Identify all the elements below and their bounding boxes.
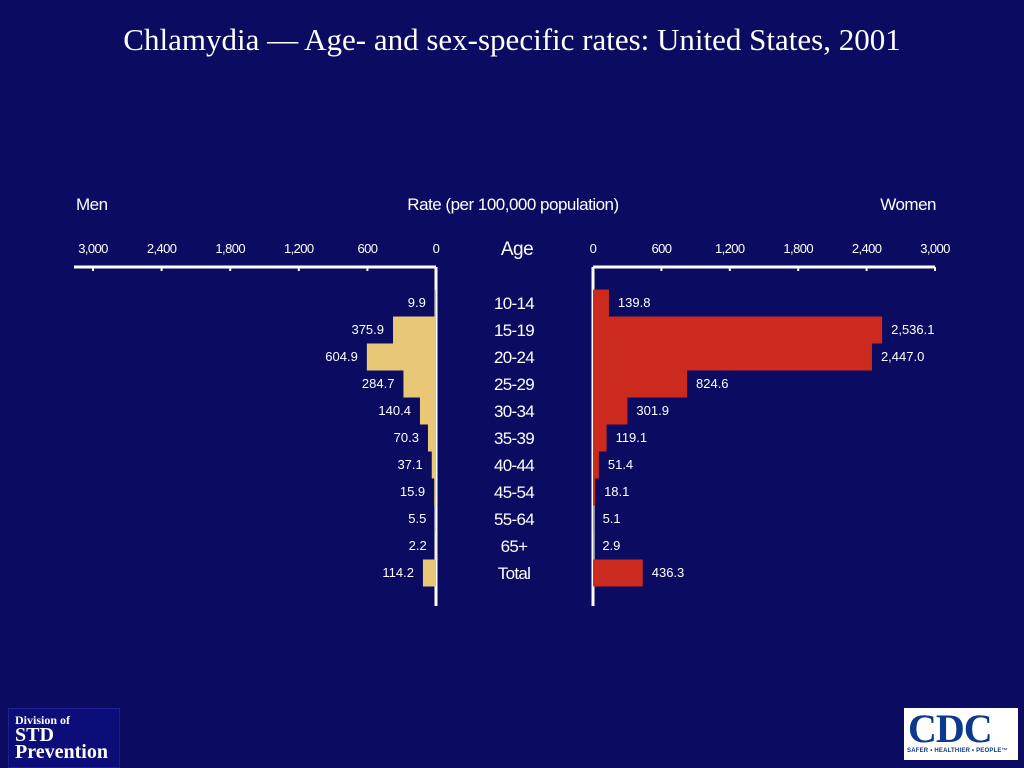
men-value-label: 114.2 (382, 565, 414, 580)
men-bar (403, 370, 436, 398)
age-header: Age (501, 239, 533, 260)
men-bar (393, 316, 436, 344)
right-tick-label: 3,000 (920, 241, 950, 256)
women-value-label: 824.6 (696, 376, 729, 391)
men-value-label: 140.4 (378, 403, 411, 418)
age-category-label: 15-19 (494, 321, 534, 340)
age-category-label: 10-14 (494, 294, 534, 313)
women-bar (593, 451, 599, 479)
women-bar (593, 478, 596, 506)
age-category-label: Total (498, 564, 530, 583)
std-logo-line1: Division of (15, 713, 71, 727)
women-bar (593, 316, 883, 344)
left-tick-label: 600 (357, 241, 377, 256)
women-bar (593, 505, 594, 533)
men-value-label: 15.9 (400, 484, 425, 499)
cdc-logo-tagline: SAFER • HEALTHIER • PEOPLE™ (907, 748, 1008, 754)
men-bar (431, 451, 436, 479)
men-value-label: 37.1 (397, 457, 422, 472)
women-value-label: 301.9 (636, 403, 669, 418)
right-tick-label: 0 (590, 241, 597, 256)
men-value-label: 284.7 (362, 376, 395, 391)
chart-title: Rate (per 100,000 population) (407, 195, 618, 214)
left-tick-label: 2,400 (147, 241, 177, 256)
right-tick-label: 600 (651, 241, 671, 256)
men-bar (434, 478, 436, 506)
right-tick-label: 1,200 (715, 241, 745, 256)
women-label: Women (880, 195, 936, 214)
left-tick-label: 1,800 (215, 241, 245, 256)
age-category-label: 20-24 (494, 348, 534, 367)
women-value-label: 436.3 (652, 565, 685, 580)
left-tick-label: 3,000 (78, 241, 108, 256)
men-value-label: 604.9 (325, 349, 358, 364)
women-value-label: 119.1 (616, 430, 648, 445)
cdc-logo-mark: CDC (908, 708, 993, 751)
std-prevention-logo: Division of STD Prevention (8, 708, 120, 768)
women-value-label: 5.1 (603, 511, 621, 526)
women-bar (593, 343, 872, 371)
men-value-label: 2.2 (409, 538, 427, 553)
left-tick-label: 0 (433, 241, 440, 256)
std-logo-line2: STD (15, 724, 54, 746)
right-tick-label: 1,800 (783, 241, 813, 256)
men-value-label: 70.3 (394, 430, 419, 445)
women-bar (593, 559, 643, 587)
women-bar (593, 397, 628, 425)
men-bar (435, 505, 436, 533)
men-value-label: 375.9 (351, 322, 384, 337)
women-value-label: 2,447.0 (881, 349, 924, 364)
women-value-label: 2,536.1 (891, 322, 934, 337)
men-bar (435, 532, 437, 560)
age-category-label: 40-44 (494, 456, 534, 475)
women-value-label: 51.4 (608, 457, 633, 472)
age-category-label: 25-29 (494, 375, 534, 394)
women-value-label: 18.1 (604, 484, 629, 499)
men-bar (366, 343, 436, 371)
men-value-label: 5.5 (408, 511, 426, 526)
left-tick-label: 1,200 (284, 241, 314, 256)
men-bar (434, 289, 436, 317)
women-bar (593, 370, 688, 398)
right-tick-label: 2,400 (852, 241, 882, 256)
cdc-logo: CDC SAFER • HEALTHIER • PEOPLE™ (904, 708, 1018, 760)
men-bar (422, 559, 436, 587)
men-bar (419, 397, 436, 425)
age-category-label: 35-39 (494, 429, 534, 448)
men-label: Men (76, 195, 108, 214)
women-value-label: 139.8 (618, 295, 651, 310)
women-bar (593, 289, 609, 317)
age-category-label: 65+ (501, 537, 529, 556)
age-category-label: 45-54 (494, 483, 534, 502)
women-value-label: 2.9 (602, 538, 620, 553)
age-category-label: 55-64 (494, 510, 534, 529)
men-value-label: 9.9 (408, 295, 426, 310)
men-bar (427, 424, 436, 452)
women-bar (593, 532, 594, 560)
slide-title: Chlamydia — Age- and sex-specific rates:… (123, 22, 901, 57)
age-category-label: 30-34 (494, 402, 534, 421)
std-logo-line3: Prevention (15, 741, 108, 763)
women-bar (593, 424, 607, 452)
